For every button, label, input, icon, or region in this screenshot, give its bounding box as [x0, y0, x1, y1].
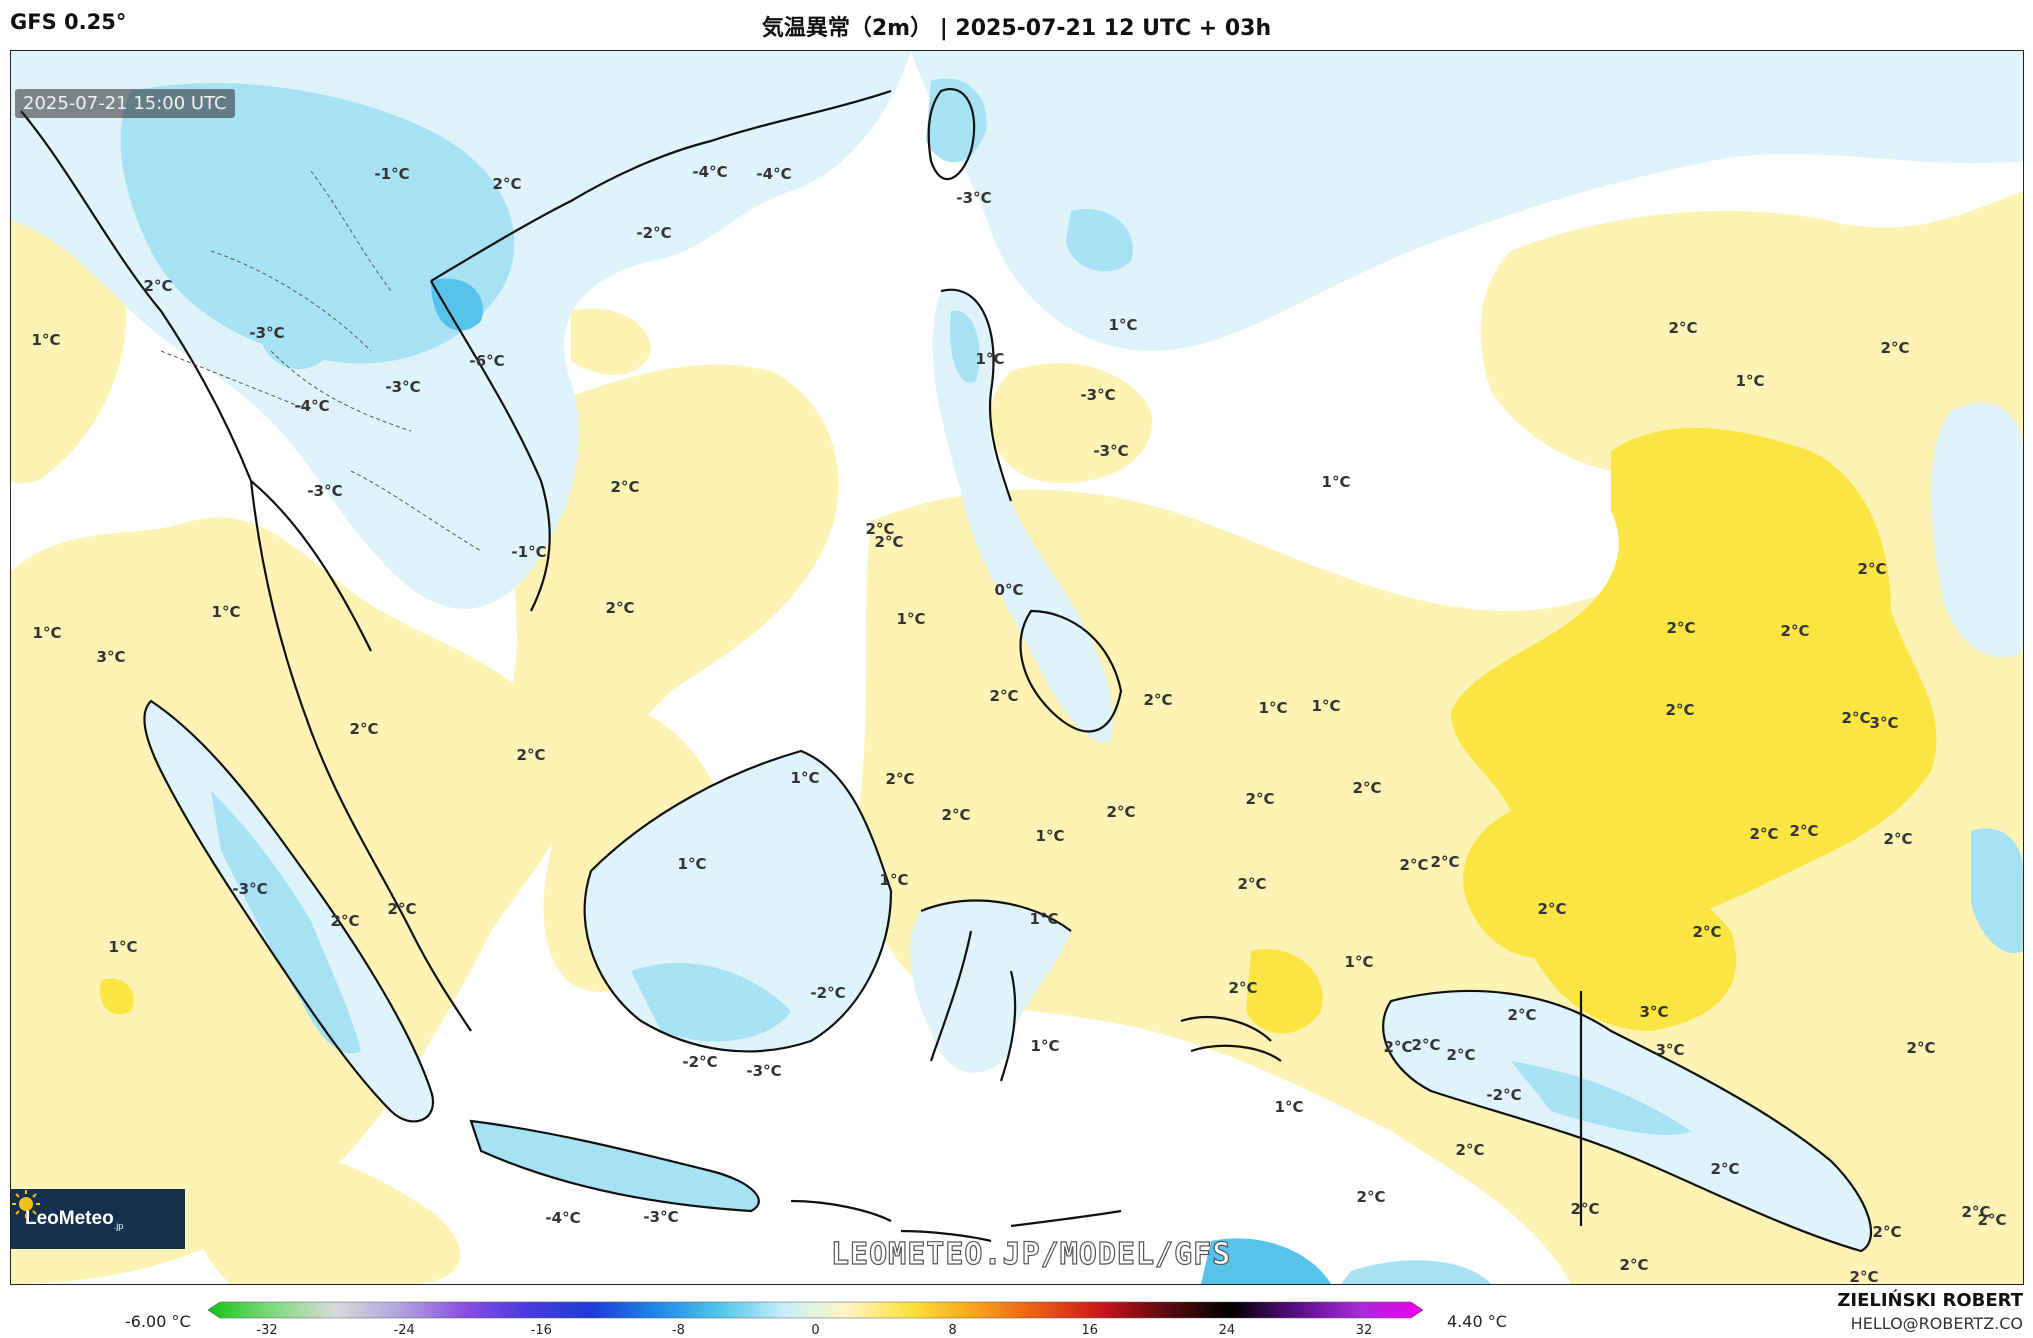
valid-time-label: 2025-07-21 15:00 UTC: [15, 89, 235, 118]
colorbar-tick-label: 16: [1081, 1323, 1099, 1338]
colorbar-min-label: -6.00 °C: [125, 1312, 191, 1331]
model-name: GFS 0.25°: [10, 10, 127, 34]
colorbar-tick-label: 24: [1218, 1323, 1236, 1338]
colorbar-tick-label: 32: [1355, 1323, 1373, 1338]
contour-label: 2°C: [1901, 1284, 1930, 1285]
colorbar-tick-label: 8: [948, 1323, 957, 1338]
admin-borders: [160, 170, 482, 552]
coastlines: [20, 88, 1873, 1253]
colorbar-tick-label: -16: [530, 1323, 552, 1338]
colorbar-tick-label: -24: [393, 1323, 415, 1338]
colorbar-tick-label: 0: [811, 1323, 820, 1338]
cool-anomaly-areas: [11, 51, 2023, 1284]
source-watermark: LEOMETEO.JP/MODEL/GFS: [830, 1236, 1232, 1272]
author-email: HELLO@ROBERTZ.CO: [1850, 1314, 2023, 1333]
logo-text: LeoMeteo.jp: [25, 1207, 124, 1231]
colorbar-tick-label: -8: [671, 1323, 685, 1338]
author-credit: ZIELIŃSKI ROBERT: [1837, 1290, 2023, 1311]
colorbar: [208, 1301, 1423, 1319]
colorbar-max-label: 4.40 °C: [1447, 1312, 1507, 1331]
strong-warm-anomaly-areas: [100, 427, 1937, 1034]
anomaly-map[interactable]: 2025-07-21 15:00 UTC LeoMeteo.jp LEOMETE…: [10, 50, 2024, 1285]
chart-title: 気温異常（2m） | 2025-07-21 12 UTC + 03h: [761, 16, 1272, 41]
leometeo-logo[interactable]: LeoMeteo.jp: [11, 1189, 185, 1249]
colorbar-tick-label: -32: [256, 1323, 278, 1338]
map-canvas: [11, 51, 2023, 1284]
sun-icon: [12, 1190, 40, 1218]
